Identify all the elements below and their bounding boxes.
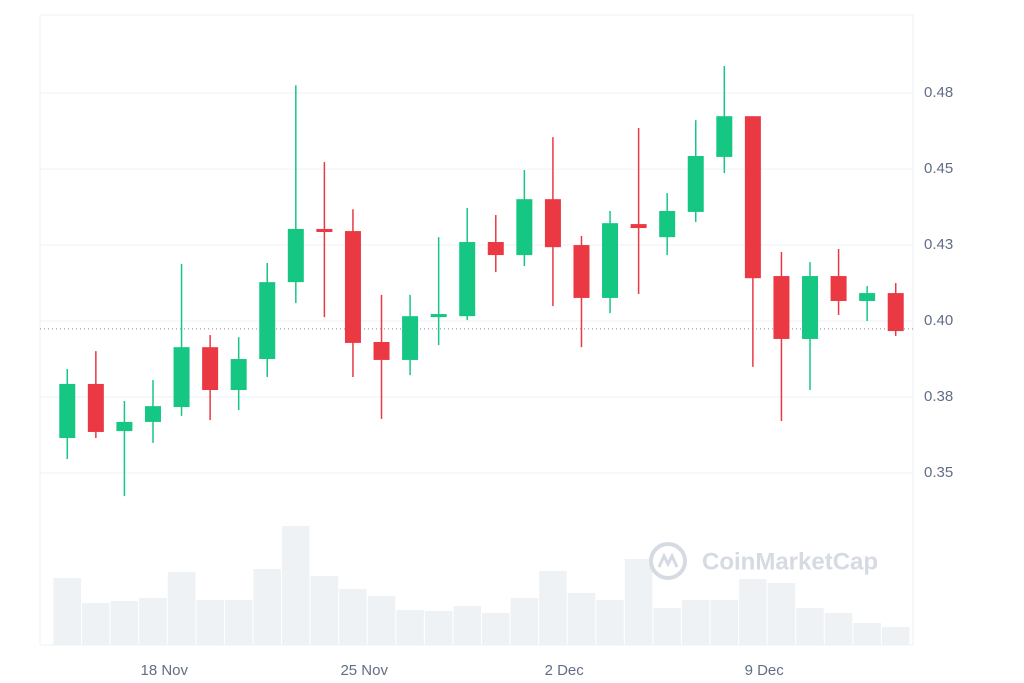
volume-bar	[767, 583, 796, 645]
volume-bar	[367, 596, 396, 645]
candle-body	[402, 316, 419, 360]
y-tick-label: 0.43	[924, 236, 953, 253]
candle-body	[716, 116, 733, 157]
volume-bar	[53, 578, 82, 645]
candle-body	[373, 342, 390, 360]
volume-bar	[424, 611, 453, 645]
candle-body	[459, 242, 476, 317]
candle-body	[430, 314, 447, 318]
y-tick-label: 0.45	[924, 160, 953, 177]
x-tick-label: 18 Nov	[141, 662, 189, 679]
candle-body	[887, 293, 904, 332]
volume-bar	[224, 600, 253, 645]
volume-bar	[796, 608, 824, 645]
candle-body	[230, 359, 247, 391]
y-tick-label: 0.38	[924, 388, 953, 405]
candle-body	[59, 383, 76, 439]
volume-bar	[681, 600, 710, 645]
volume-bar	[596, 600, 624, 645]
candle-body	[630, 224, 647, 229]
candle-body	[259, 282, 276, 360]
volume-bar	[739, 579, 767, 645]
candle-body	[744, 116, 761, 279]
volume-bar	[653, 608, 681, 645]
candle-body	[87, 383, 104, 432]
candle-body	[802, 276, 819, 339]
volume-bar	[196, 600, 224, 645]
candle-body	[859, 293, 876, 301]
candle-body	[316, 228, 333, 232]
volume-bar	[824, 613, 853, 645]
volume-bar	[167, 572, 196, 645]
volume-bar	[339, 589, 367, 645]
y-tick-label: 0.48	[924, 84, 953, 101]
candle-body	[687, 156, 704, 212]
candle-body	[544, 199, 561, 248]
volume-bar	[710, 600, 739, 645]
candle-body	[773, 276, 790, 339]
volume-bar	[453, 606, 481, 645]
volume-bar	[282, 526, 310, 645]
volume-bar	[881, 627, 910, 645]
candle-body	[573, 245, 590, 298]
x-tick-label: 25 Nov	[340, 662, 388, 679]
candle-body	[202, 347, 219, 391]
volume-bar	[396, 610, 424, 645]
candle-body	[830, 276, 847, 301]
volume-bar	[539, 571, 567, 645]
candle-body	[144, 406, 161, 422]
candle-body	[602, 223, 619, 298]
candle-body	[287, 228, 304, 283]
volume-bar	[310, 576, 339, 645]
candle-body	[116, 421, 133, 432]
volume-bar	[510, 598, 539, 645]
watermark: CoinMarketCap	[702, 548, 878, 575]
candle-body	[659, 211, 676, 238]
candle-body	[173, 347, 190, 408]
x-tick-label: 2 Dec	[545, 662, 585, 679]
volume-bar	[82, 603, 110, 645]
volume-bar	[567, 593, 596, 645]
volume-bar	[624, 559, 653, 645]
volume-bar	[253, 569, 282, 645]
candle-body	[344, 231, 361, 343]
volume-bar	[110, 601, 139, 645]
candle-body	[487, 242, 504, 256]
volume-bar	[482, 613, 510, 645]
watermark-logo	[649, 542, 687, 580]
candle-body	[516, 199, 533, 256]
x-tick-label: 9 Dec	[745, 662, 785, 679]
volume-bar	[853, 623, 881, 645]
y-tick-label: 0.40	[924, 312, 953, 329]
y-tick-label: 0.35	[924, 464, 953, 481]
volume-bar	[139, 598, 167, 645]
